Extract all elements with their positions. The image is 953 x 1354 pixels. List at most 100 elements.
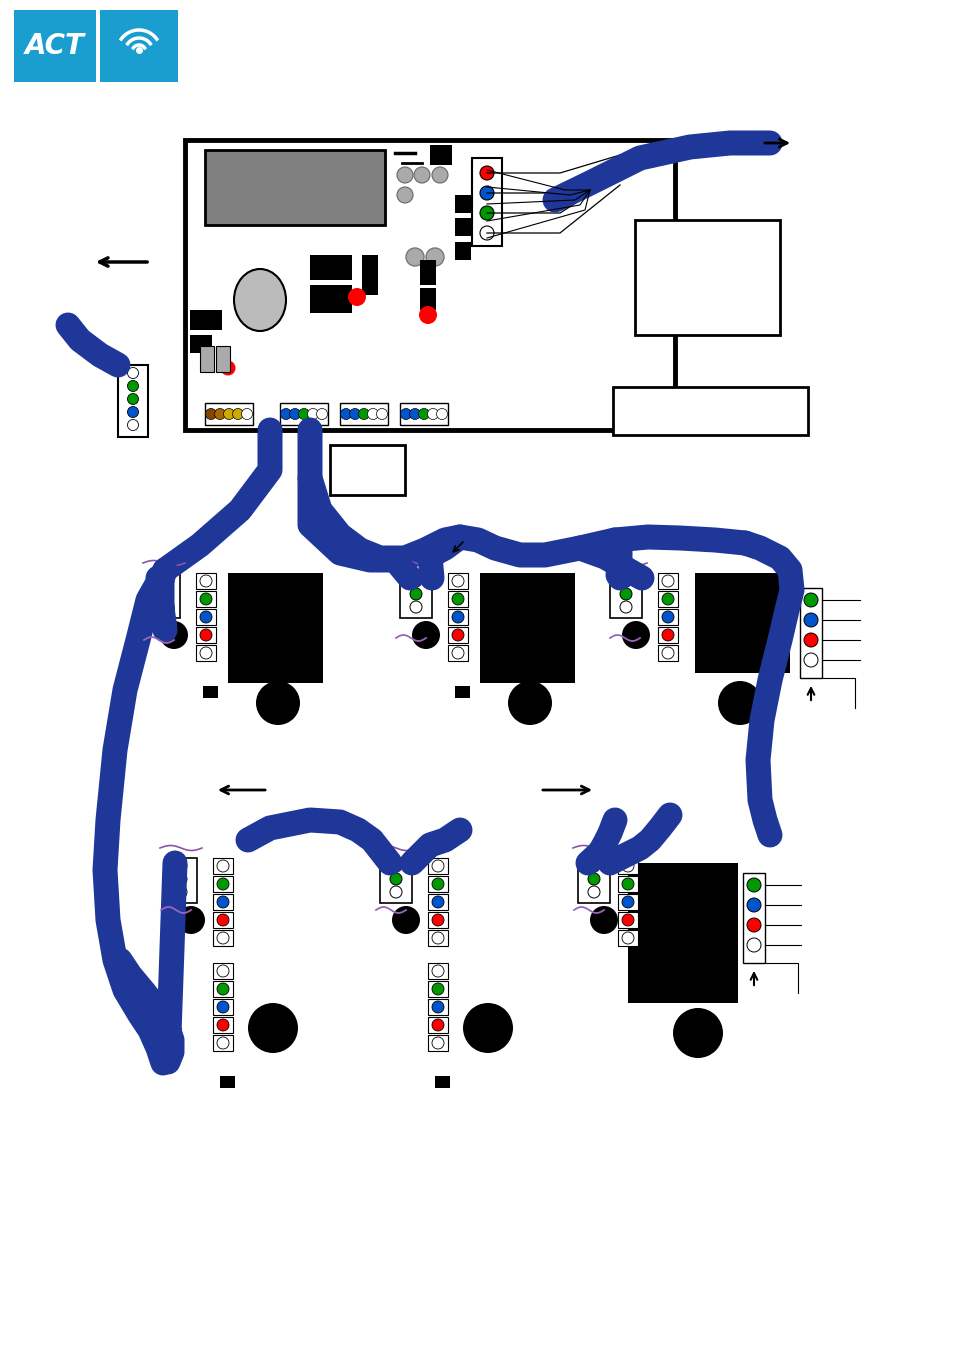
Circle shape (661, 647, 673, 659)
Bar (228, 573, 323, 682)
Bar (213, 930, 233, 946)
Circle shape (216, 983, 229, 995)
Bar (448, 627, 468, 643)
Circle shape (177, 906, 205, 934)
Circle shape (410, 588, 421, 600)
Bar (455, 242, 471, 260)
Circle shape (803, 593, 817, 607)
Circle shape (340, 409, 351, 420)
Bar (310, 255, 352, 280)
Bar (618, 894, 638, 910)
Bar (455, 218, 471, 236)
Circle shape (158, 588, 170, 600)
Bar (213, 894, 233, 910)
Circle shape (432, 896, 443, 909)
Circle shape (367, 409, 378, 420)
Circle shape (174, 873, 187, 886)
Bar (479, 573, 575, 682)
Bar (205, 150, 385, 225)
Circle shape (128, 420, 138, 431)
Bar (399, 573, 432, 617)
Bar (448, 573, 468, 589)
Bar (419, 260, 436, 284)
Circle shape (214, 409, 225, 420)
Bar (695, 573, 789, 673)
Circle shape (746, 938, 760, 952)
Bar (195, 609, 215, 626)
Circle shape (432, 860, 443, 872)
Circle shape (432, 1020, 443, 1030)
Bar (220, 1076, 234, 1089)
Circle shape (216, 1037, 229, 1049)
Circle shape (803, 634, 817, 647)
Circle shape (507, 681, 552, 724)
Circle shape (390, 860, 401, 872)
Circle shape (418, 306, 436, 324)
Circle shape (746, 877, 760, 892)
Circle shape (436, 409, 447, 420)
Circle shape (400, 409, 411, 420)
Bar (213, 999, 233, 1016)
Circle shape (298, 409, 309, 420)
Bar (428, 930, 448, 946)
Circle shape (803, 653, 817, 668)
Circle shape (128, 406, 138, 417)
Bar (658, 590, 678, 607)
Bar (185, 139, 675, 431)
Circle shape (426, 248, 443, 265)
Circle shape (432, 1037, 443, 1049)
Bar (472, 158, 501, 246)
Bar (613, 387, 807, 435)
Bar (205, 403, 253, 425)
Circle shape (223, 409, 234, 420)
Bar (428, 1017, 448, 1033)
Bar (100, 9, 178, 83)
Circle shape (427, 409, 438, 420)
Bar (658, 645, 678, 661)
Bar (627, 862, 738, 1003)
Bar (430, 145, 452, 165)
Bar (379, 858, 412, 903)
Circle shape (409, 409, 420, 420)
Bar (448, 609, 468, 626)
Circle shape (661, 593, 673, 605)
Circle shape (358, 409, 369, 420)
Circle shape (200, 630, 212, 640)
Circle shape (479, 206, 494, 219)
Circle shape (621, 621, 649, 649)
Bar (190, 334, 212, 353)
Circle shape (672, 1007, 722, 1057)
Circle shape (432, 965, 443, 978)
Circle shape (432, 914, 443, 926)
Circle shape (432, 877, 443, 890)
Bar (609, 573, 641, 617)
Circle shape (619, 588, 631, 600)
Bar (399, 403, 448, 425)
Circle shape (479, 185, 494, 200)
Circle shape (316, 409, 327, 420)
Circle shape (587, 860, 599, 872)
Bar (213, 876, 233, 892)
Bar (215, 347, 230, 372)
Circle shape (410, 601, 421, 613)
Circle shape (410, 575, 421, 588)
Circle shape (462, 1003, 513, 1053)
Bar (428, 963, 448, 979)
Circle shape (200, 611, 212, 623)
Circle shape (621, 860, 634, 872)
Circle shape (174, 886, 187, 898)
Circle shape (216, 896, 229, 909)
Circle shape (205, 409, 216, 420)
Bar (203, 686, 218, 699)
Bar (195, 645, 215, 661)
Bar (455, 195, 471, 213)
Bar (148, 573, 180, 617)
Circle shape (621, 877, 634, 890)
Circle shape (412, 621, 439, 649)
Bar (618, 913, 638, 927)
Circle shape (452, 647, 463, 659)
Bar (213, 963, 233, 979)
Ellipse shape (233, 269, 286, 330)
Circle shape (307, 409, 318, 420)
Circle shape (255, 681, 299, 724)
